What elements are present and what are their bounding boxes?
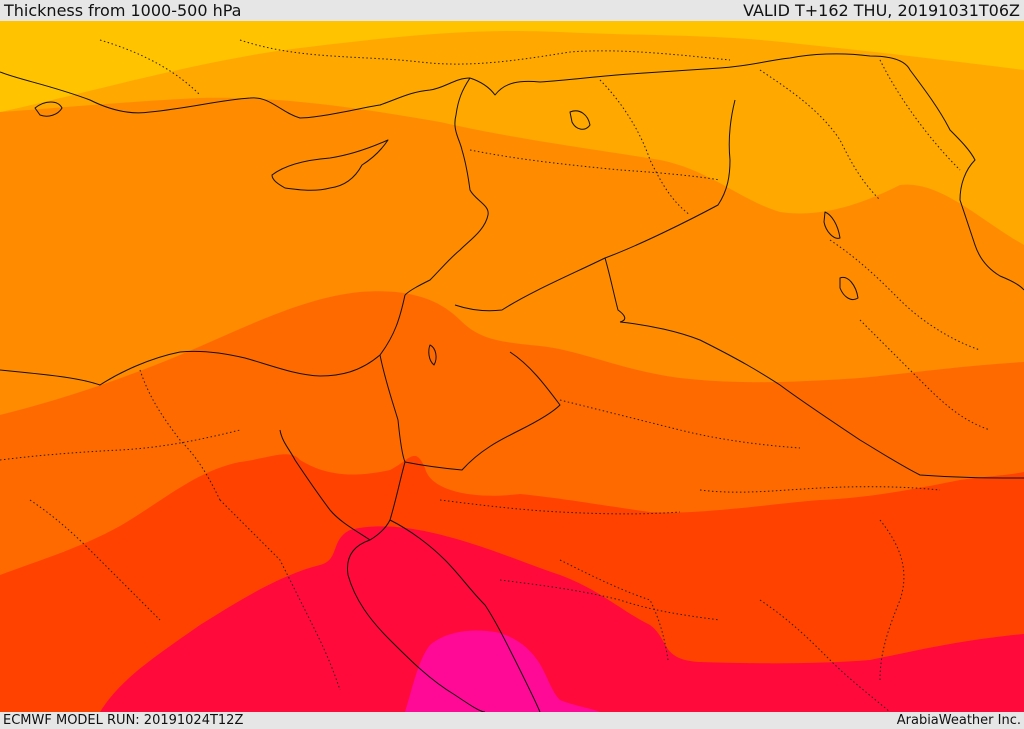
band-red xyxy=(100,526,1024,712)
model-run: ECMWF MODEL RUN: 20191024T12Z xyxy=(3,713,244,728)
borders-solid xyxy=(0,53,1024,712)
header-bar: Thickness from 1000-500 hPa VALID T+162 … xyxy=(0,0,1024,21)
credit: ArabiaWeather Inc. xyxy=(896,713,1021,728)
borders-dotted xyxy=(0,39,991,712)
footer-bar: ECMWF MODEL RUN: 20191024T12Z ArabiaWeat… xyxy=(0,712,1024,729)
valid-time: VALID T+162 THU, 20191031T06Z xyxy=(743,1,1020,20)
band-magenta xyxy=(405,630,600,712)
thickness-map[interactable] xyxy=(0,21,1024,712)
map-title: Thickness from 1000-500 hPa xyxy=(4,1,242,20)
map-svg xyxy=(0,21,1024,712)
